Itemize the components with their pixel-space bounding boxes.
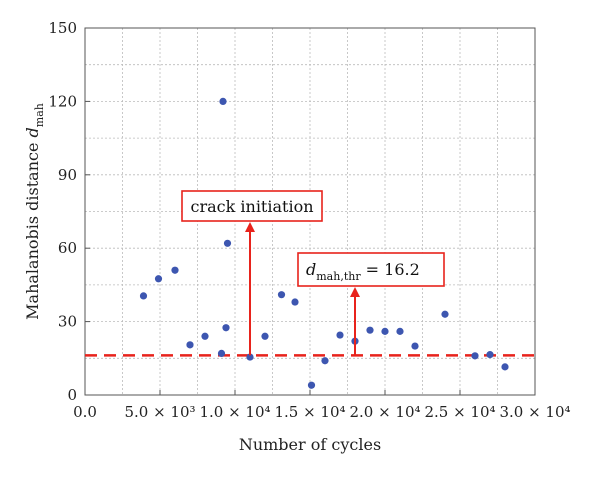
crack-initiation-box	[181, 190, 323, 222]
x-tick-label: 1.0 × 10⁴	[199, 403, 270, 421]
data-point	[217, 349, 226, 358]
data-point	[366, 326, 374, 334]
data-point	[486, 351, 494, 359]
y-tick-label: 150	[48, 19, 77, 37]
data-point	[307, 381, 316, 389]
data-point	[171, 266, 179, 274]
x-axis-title: Number of cycles	[239, 435, 381, 454]
y-tick-label: 120	[48, 92, 77, 110]
data-point	[291, 298, 299, 306]
annotations: crack initiation dmah,thr = 16.2	[181, 190, 445, 356]
threshold-label-sub: mah,thr	[316, 270, 361, 283]
y-axis-title-var: d	[23, 127, 42, 137]
x-tick-label: 1.5 × 10⁴	[274, 403, 345, 421]
axis-ticks: 0.0 5.0 × 10³ 1.0 × 10⁴ 1.5 × 10⁴ 2.0 × 10⁴ 2…	[48, 19, 570, 421]
data-point	[223, 239, 232, 247]
data-point	[471, 352, 479, 360]
data-point	[246, 353, 254, 361]
x-tick-label: 5.0 × 10³	[124, 403, 195, 421]
data-point	[277, 291, 286, 299]
data-points	[139, 97, 509, 389]
threshold-label: dmah,thr = 16.2	[306, 260, 420, 283]
data-point	[381, 327, 389, 335]
y-tick-label: 0	[67, 386, 77, 404]
threshold-label-value: = 16.2	[361, 260, 420, 279]
data-point	[222, 324, 230, 332]
data-point	[411, 342, 419, 350]
data-point	[186, 341, 194, 349]
threshold-label-var: d	[306, 260, 316, 279]
data-point	[501, 363, 509, 371]
data-point	[154, 275, 163, 283]
y-tick-label: 30	[58, 313, 77, 331]
y-axis-title: Mahalanobis distance dmah	[23, 103, 46, 320]
y-axis-title-text: Mahalanobis distance	[23, 137, 42, 319]
arrow-head-icon	[245, 222, 255, 232]
data-point	[396, 327, 404, 335]
x-tick-label: 3.0 × 10⁴	[499, 403, 570, 421]
data-point	[321, 357, 329, 365]
x-tick-label: 2.0 × 10⁴	[349, 403, 420, 421]
y-tick-label: 60	[58, 239, 77, 257]
x-tick-label: 0.0	[73, 403, 97, 421]
data-point	[219, 97, 227, 105]
arrow-head-icon	[350, 287, 360, 297]
data-point	[139, 292, 148, 300]
data-point	[441, 310, 449, 318]
crack-initiation-label: crack initiation	[191, 197, 314, 216]
data-point	[261, 332, 269, 340]
data-point	[336, 331, 344, 339]
y-axis-title-sub: mah	[33, 103, 46, 127]
y-tick-label: 90	[58, 166, 77, 184]
x-tick-label: 2.5 × 10⁴	[424, 403, 495, 421]
threshold-label-box	[297, 252, 445, 287]
data-point	[201, 332, 209, 340]
